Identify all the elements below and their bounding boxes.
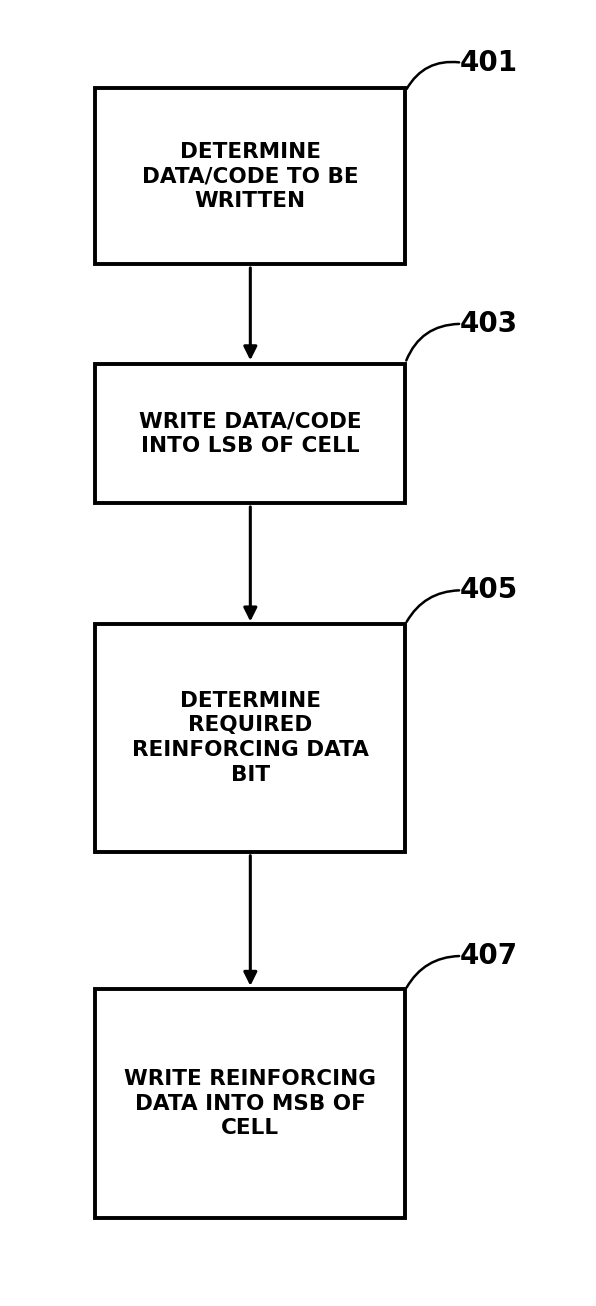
Text: DETERMINE
REQUIRED
REINFORCING DATA
BIT: DETERMINE REQUIRED REINFORCING DATA BIT: [132, 691, 369, 785]
Text: DETERMINE
DATA/CODE TO BE
WRITTEN: DETERMINE DATA/CODE TO BE WRITTEN: [142, 141, 359, 212]
Text: 403: 403: [460, 310, 518, 338]
Text: WRITE REINFORCING
DATA INTO MSB OF
CELL: WRITE REINFORCING DATA INTO MSB OF CELL: [125, 1068, 376, 1139]
Bar: [95, 363, 405, 503]
Bar: [95, 990, 405, 1217]
Bar: [95, 624, 405, 852]
Text: 405: 405: [460, 576, 518, 605]
Text: WRITE DATA/CODE
INTO LSB OF CELL: WRITE DATA/CODE INTO LSB OF CELL: [139, 411, 362, 456]
Text: 407: 407: [460, 942, 518, 970]
Text: 401: 401: [460, 48, 518, 77]
Bar: [95, 88, 405, 264]
